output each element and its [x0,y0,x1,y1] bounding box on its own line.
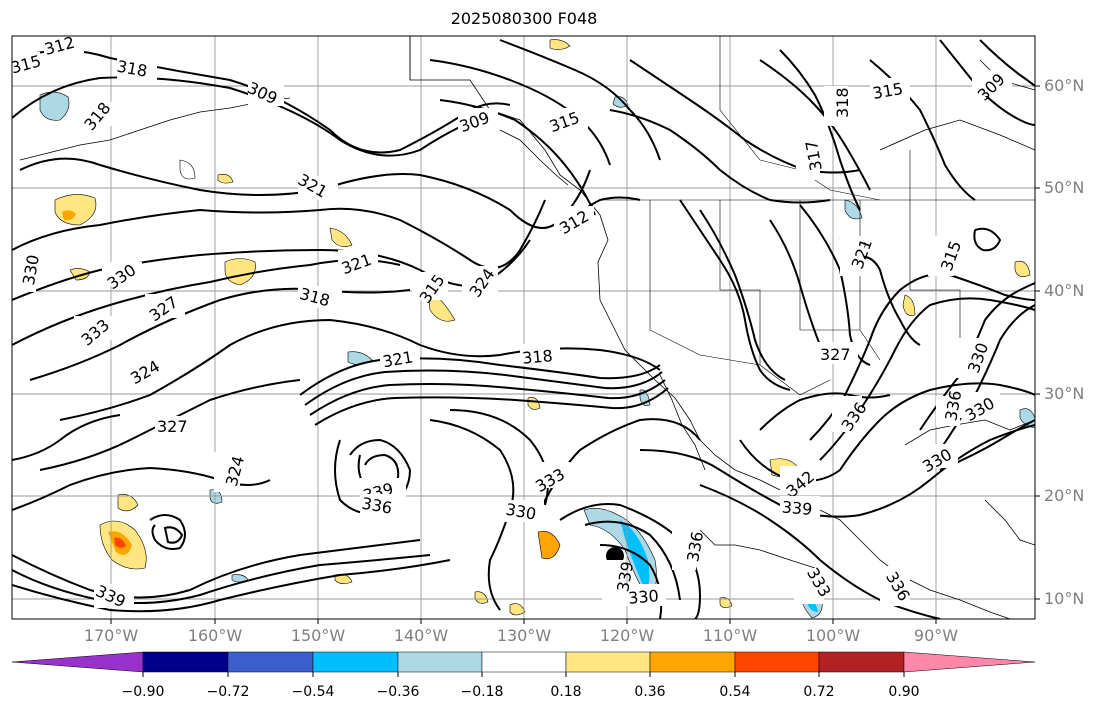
colorbar-label: 0.54 [719,684,751,700]
colorbar-label: 0.18 [550,684,582,700]
lon-label: 150°W [290,626,346,645]
colorbar-bin [734,651,820,673]
contour-label: 339 [781,497,813,519]
contour-label: 327 [157,417,188,436]
colorbar-bin [142,651,229,673]
lat-label: 40°N [1044,281,1085,300]
colorbar-label: −0.90 [121,684,165,700]
contour-label: 330 [627,586,659,608]
lon-label: 90°W [913,626,959,645]
axis-ticks [110,85,1040,624]
colorbar-label: −0.36 [376,684,420,700]
lon-label: 140°W [393,626,449,645]
colorbar-label: 0.90 [888,684,920,700]
lat-label: 30°N [1044,384,1085,403]
contour-label: 318 [521,346,553,368]
colorbar-bin [481,651,567,673]
lon-label: 170°W [83,626,139,645]
map-area: 312 315 318 318 309 309 315 318 315 309 … [12,33,1035,619]
coastlines [19,36,1035,619]
colorbar-bin [649,651,736,673]
colorbar [11,651,1036,673]
colorbar-bin [565,651,651,673]
colorbar-label: −0.54 [291,684,335,700]
lon-label: 160°W [187,626,243,645]
lon-label: 120°W [599,626,655,645]
colorbar-bin [312,651,399,673]
colorbar-label: −0.18 [460,684,504,700]
colorbar-bin [397,651,483,673]
lon-label: 100°W [805,626,861,645]
colorbar-extend-max [903,651,1036,673]
lon-label: 110°W [702,626,758,645]
contour-label: 327 [820,345,851,364]
lon-label: 130°W [496,626,552,645]
contour-label: 318 [833,87,852,118]
colorbar-label: 0.36 [634,684,666,700]
colorbar-label: −0.72 [206,684,250,700]
colorbar-bin [818,651,905,673]
map-title: 2025080300 F048 [450,9,598,28]
contour-labels: 312 315 318 318 309 309 315 318 315 309 … [12,33,1012,611]
contour-label: 312 [42,33,76,59]
lat-label: 10°N [1044,589,1085,608]
colorbar-extend-min [11,651,144,673]
lat-label: 20°N [1044,486,1085,505]
lat-label: 60°N [1044,76,1085,95]
colorbar-bin [227,651,314,673]
colorbar-label: 0.72 [803,684,835,700]
lat-label: 50°N [1044,178,1085,197]
colorbar-ticks [142,672,905,677]
